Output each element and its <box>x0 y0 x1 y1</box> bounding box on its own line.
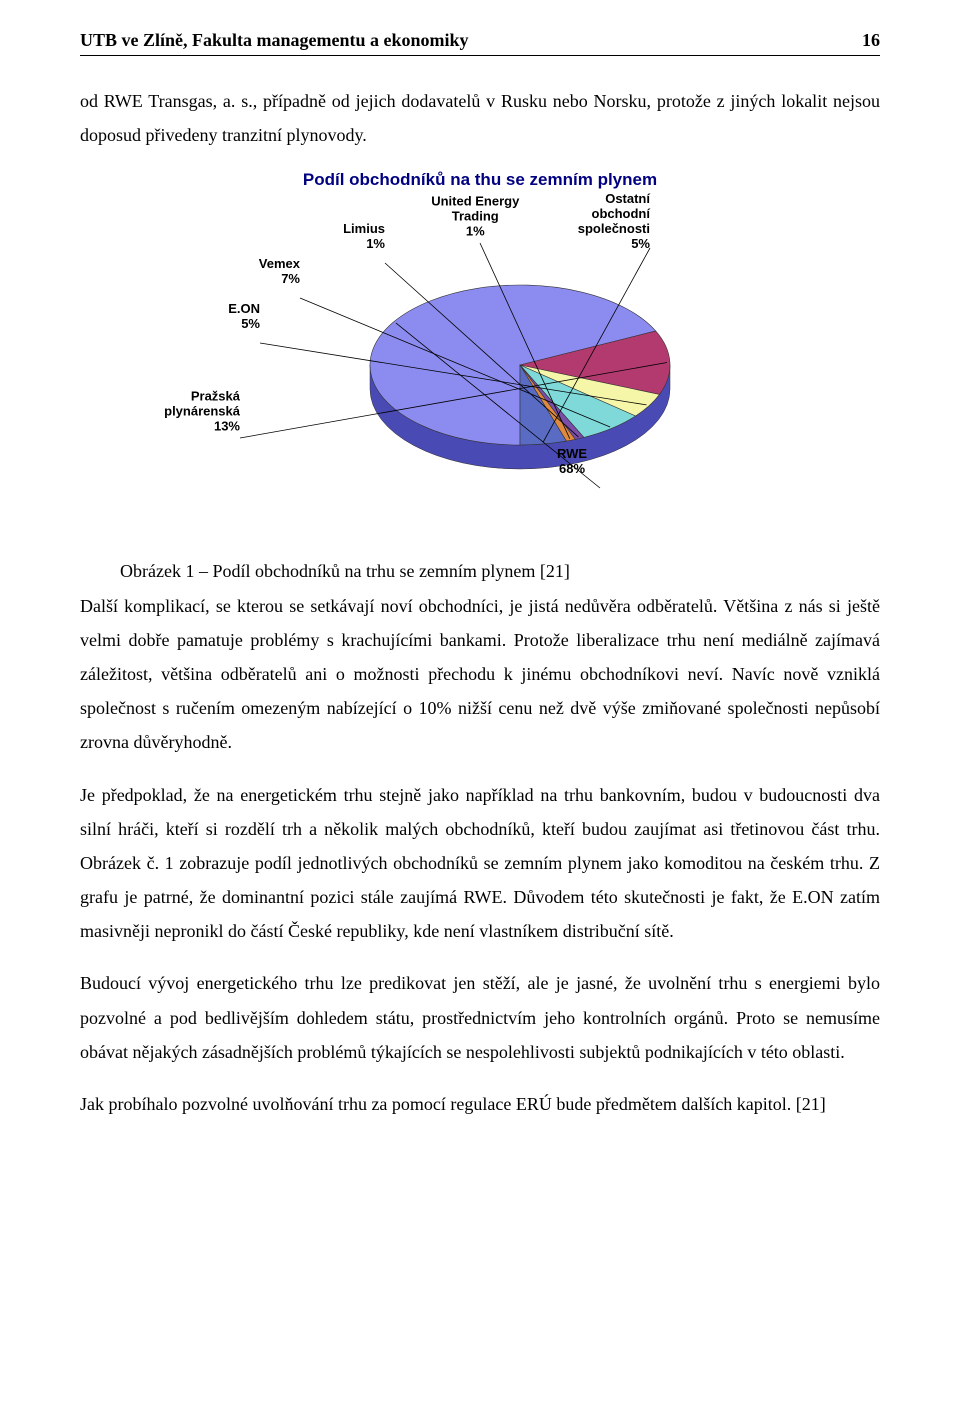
pie-slice-label: Limius 1% <box>343 222 385 252</box>
pie-slice-label: Ostatní obchodní společnosti 5% <box>578 193 650 253</box>
pie-slice-label: E.ON 5% <box>228 302 260 332</box>
pie-slice-label: United Energy Trading 1% <box>431 195 519 240</box>
page-header: UTB ve Zlíně, Fakulta managementu a ekon… <box>80 30 880 56</box>
intro-paragraph: od RWE Transgas, a. s., případně od jeji… <box>80 84 880 152</box>
pie-slice-label: RWE 68% <box>557 447 587 477</box>
body-paragraph: Jak probíhalo pozvolné uvolňování trhu z… <box>80 1087 880 1121</box>
pie-chart-figure: Podíl obchodníků na thu se zemním plynem… <box>80 170 880 530</box>
body-paragraph: Je předpoklad, že na energetickém trhu s… <box>80 778 880 949</box>
body-paragraph: Další komplikací, se kterou se setkávají… <box>80 589 880 760</box>
pie-slice-label: Vemex 7% <box>259 257 300 287</box>
page-number: 16 <box>862 30 880 51</box>
pie-svg <box>180 200 780 500</box>
header-title: UTB ve Zlíně, Fakulta managementu a ekon… <box>80 30 469 51</box>
chart-title: Podíl obchodníků na thu se zemním plynem <box>180 170 780 190</box>
figure-caption: Obrázek 1 – Podíl obchodníků na trhu se … <box>80 554 880 588</box>
chart-box: Podíl obchodníků na thu se zemním plynem… <box>180 170 780 530</box>
body-paragraph: Budoucí vývoj energetického trhu lze pre… <box>80 966 880 1069</box>
pie-slice-label: Pražská plynárenská 13% <box>164 390 240 435</box>
